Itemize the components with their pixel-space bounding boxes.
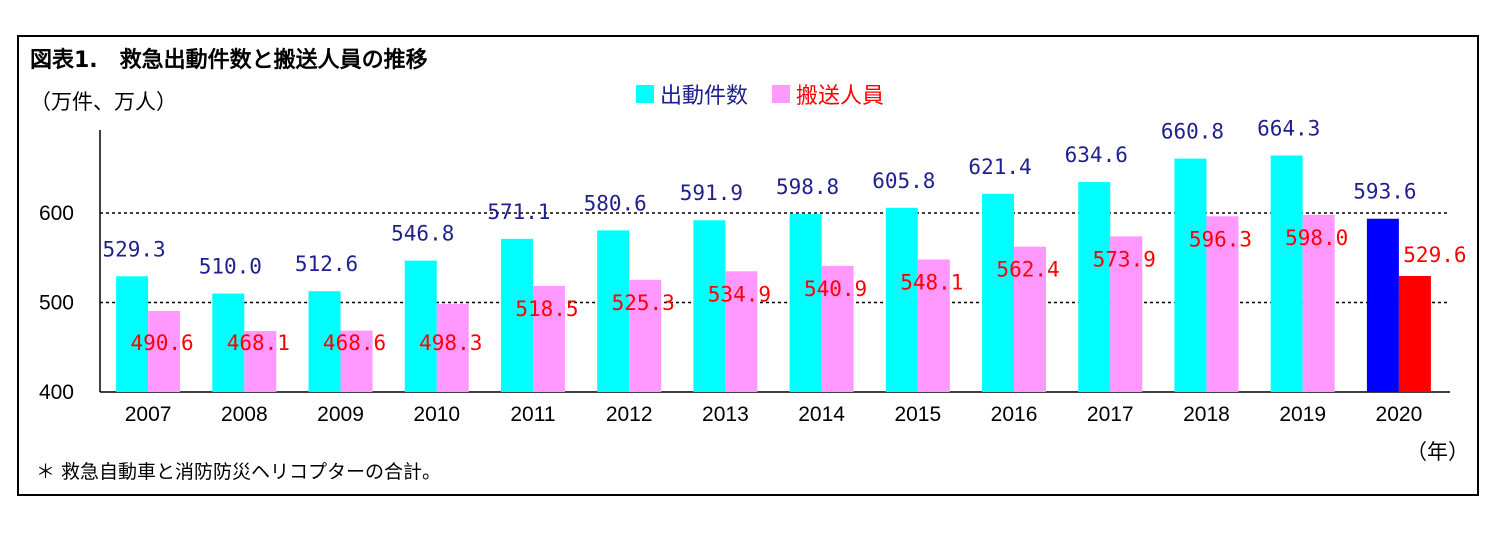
bar-transport-2020 [1398,276,1431,392]
bar-transport-2015 [917,259,950,392]
y-tick-label: 500 [39,292,74,315]
bar-dispatch-2017 [1078,182,1111,392]
bar-transport-2010 [436,304,469,392]
data-label-dispatch-2012: 580.6 [584,191,647,215]
data-label-dispatch-2020: 593.6 [1353,180,1416,204]
bar-dispatch-2013 [693,220,726,392]
x-tick-label: 2017 [1087,403,1134,426]
y-tick-label: 400 [39,381,74,404]
data-label-transport-2007: 490.6 [130,331,193,355]
bar-transport-2007 [148,310,181,392]
x-tick-label: 2011 [510,403,555,426]
data-label-transport-2008: 468.1 [227,331,290,355]
x-tick-label: 2010 [413,403,460,426]
legend: 出動件数 搬送人員 [636,78,908,110]
x-unit-label: （年） [1406,440,1469,464]
bar-transport-2016 [1014,246,1047,392]
legend-swatch-dispatch [636,85,654,103]
data-label-transport-2017: 573.9 [1093,247,1156,271]
bar-dispatch-2014 [789,214,822,392]
x-tick-label: 2009 [317,403,364,426]
data-label-transport-2011: 518.5 [515,297,578,321]
bar-transport-2014 [821,265,854,392]
legend-label-dispatch: 出動件数 [660,84,749,109]
y-tick-label: 600 [39,202,74,225]
bar-transport-2011 [532,285,565,392]
bar-dispatch-2011 [500,238,533,392]
data-label-transport-2016: 562.4 [996,258,1059,282]
bar-dispatch-2008 [212,293,245,392]
data-label-transport-2013: 534.9 [708,282,771,306]
x-tick-label: 2008 [221,403,268,426]
data-label-dispatch-2010: 546.8 [391,222,454,246]
bar-dispatch-2015 [885,207,918,392]
bar-dispatch-2009 [308,291,341,392]
x-tick-label: 2007 [125,403,172,426]
bar-transport-2019 [1302,214,1335,392]
bar-transport-2008 [244,331,277,392]
chart-frame [17,35,1479,496]
bar-transport-2018 [1206,216,1239,392]
data-label-transport-2015: 548.1 [900,270,963,294]
data-label-dispatch-2018: 660.8 [1161,120,1224,144]
legend-item-transport: 搬送人員 [772,78,884,110]
x-tick-label: 2013 [702,403,749,426]
chart-title: 図表1. 救急出動件数と搬送人員の推移 [30,48,428,73]
bar-transport-2009 [340,330,373,392]
footnote: ＊ 救急自動車と消防防災ヘリコプターの合計。 [36,461,442,483]
bar-dispatch-2012 [597,230,630,392]
x-tick-label: 2018 [1183,403,1230,426]
x-tick-label: 2020 [1376,403,1423,426]
data-label-dispatch-2007: 529.3 [102,237,165,261]
bar-dispatch-2019 [1270,155,1303,392]
data-label-transport-2012: 525.3 [612,291,675,315]
data-label-transport-2020: 529.6 [1403,243,1466,267]
data-label-dispatch-2014: 598.8 [776,175,839,199]
data-label-transport-2014: 540.9 [804,277,867,301]
bar-dispatch-2020 [1366,218,1399,392]
x-tick-label: 2019 [1279,403,1326,426]
data-label-transport-2018: 596.3 [1189,227,1252,251]
data-label-dispatch-2011: 571.1 [487,200,550,224]
bar-transport-2017 [1110,236,1143,392]
y-unit-label: （万件、万人） [30,90,177,114]
data-label-transport-2009: 468.6 [323,331,386,355]
legend-label-transport: 搬送人員 [796,84,885,109]
bar-dispatch-2007 [116,276,149,392]
data-label-dispatch-2013: 591.9 [680,181,743,205]
bar-transport-2013 [725,271,758,392]
data-label-dispatch-2008: 510.0 [199,255,262,279]
legend-item-dispatch: 出動件数 [636,78,748,110]
x-tick-label: 2014 [798,403,845,426]
data-label-dispatch-2016: 621.4 [968,155,1031,179]
data-label-dispatch-2019: 664.3 [1257,116,1320,140]
data-label-dispatch-2015: 605.8 [872,169,935,193]
bar-dispatch-2010 [404,260,437,392]
legend-swatch-transport [772,85,791,103]
x-tick-label: 2012 [606,403,653,426]
bar-dispatch-2018 [1174,158,1207,392]
data-label-transport-2010: 498.3 [419,331,482,355]
data-label-dispatch-2017: 634.6 [1065,143,1128,167]
x-tick-label: 2016 [991,403,1038,426]
bar-dispatch-2016 [982,193,1015,392]
data-label-transport-2019: 598.0 [1285,226,1348,250]
bar-transport-2012 [629,279,662,392]
data-label-dispatch-2009: 512.6 [295,252,358,276]
x-tick-label: 2015 [894,403,941,426]
